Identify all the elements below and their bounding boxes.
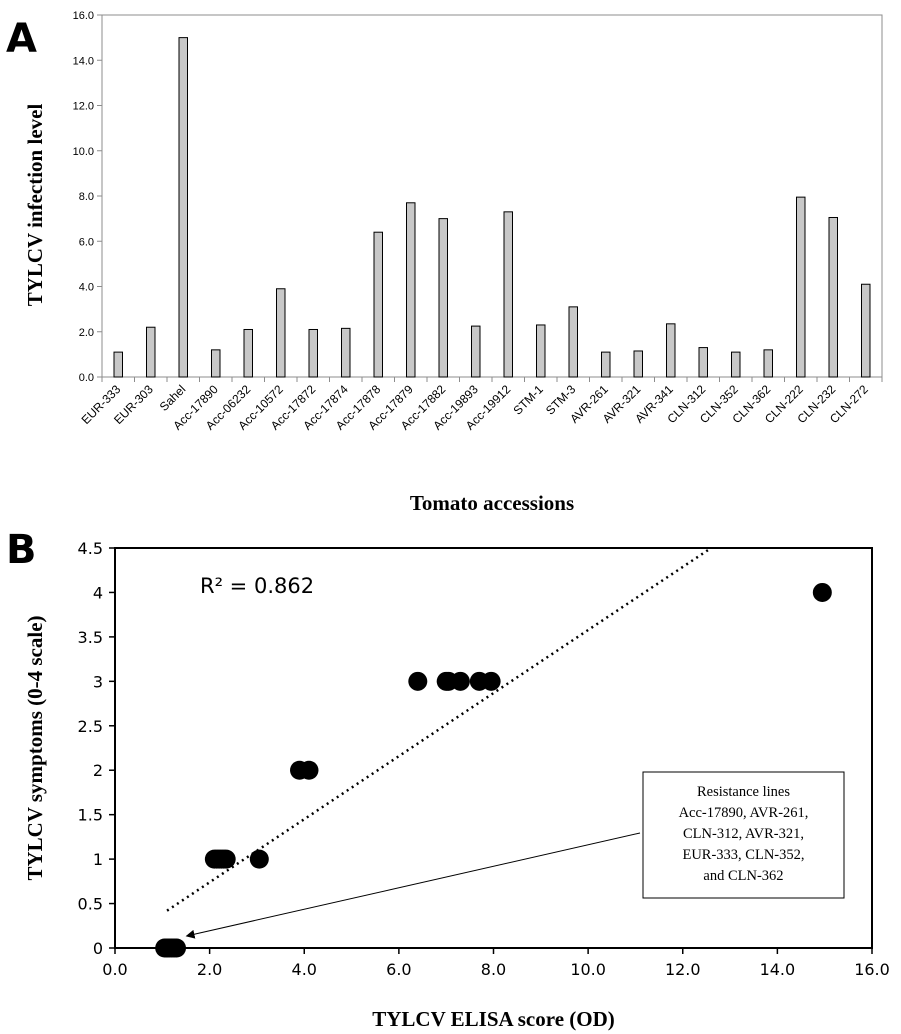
callout-arrow xyxy=(185,832,641,939)
data-point xyxy=(450,671,470,691)
bar xyxy=(146,326,156,378)
y-tick-label-b: 0 xyxy=(93,939,103,958)
y-tick-label-b: 3.5 xyxy=(78,628,103,647)
data-point xyxy=(481,671,501,691)
trendline xyxy=(166,546,712,912)
bar xyxy=(113,351,123,378)
bar xyxy=(406,202,416,378)
y-tick-label-a: 2.0 xyxy=(79,327,94,339)
bar xyxy=(568,306,578,378)
callout-line: EUR-333, CLN-352, xyxy=(682,847,804,863)
x-tick-label-b: 8.0 xyxy=(481,960,506,979)
y-tick-label-a: 10.0 xyxy=(73,146,94,158)
bar xyxy=(731,351,741,378)
y-axis-title-a: TYLCV infection level xyxy=(23,104,47,307)
y-tick-label-b: 3 xyxy=(93,672,103,691)
bar xyxy=(471,325,481,378)
y-tick-label-b: 2 xyxy=(93,761,103,780)
x-tick-label-b: 14.0 xyxy=(760,960,796,979)
y-tick-label-a: 8.0 xyxy=(79,191,94,203)
panel-label-b: B xyxy=(6,527,37,573)
x-tick-label-b: 0.0 xyxy=(102,960,127,979)
y-tick-label-a: 16.0 xyxy=(73,10,94,22)
x-tick-label-b: 4.0 xyxy=(292,960,317,979)
y-tick-label-a: 6.0 xyxy=(79,236,94,248)
scatter-chart-panel-b: 0 0.5 1 1.5 2 2.5 3 3.5 4 4.5 0.0 2.0 4.0 6.0 8.0 10.0 1… xyxy=(23,539,890,1031)
x-axis-title-a: Tomato accessions xyxy=(410,491,574,515)
x-tick-label-b: 12.0 xyxy=(665,960,701,979)
data-point xyxy=(157,938,177,958)
bar xyxy=(503,211,513,378)
category-label: STM-1 xyxy=(511,382,547,418)
bar xyxy=(536,324,546,378)
data-point xyxy=(408,671,428,691)
y-tick-label-a: 4.0 xyxy=(79,282,94,294)
callout-line: and CLN-362 xyxy=(703,868,783,884)
bar xyxy=(601,351,611,378)
y-tick-label-b: 2.5 xyxy=(78,717,103,736)
y-tick-label-b: 4.5 xyxy=(78,539,103,558)
y-tick-label-a: 12.0 xyxy=(73,101,94,113)
bar xyxy=(861,283,871,378)
callout-line: CLN-312, AVR-321, xyxy=(683,826,804,842)
data-point xyxy=(812,582,832,602)
y-tick-label-b: 4 xyxy=(93,583,103,602)
x-axis-title-b: TYLCV ELISA score (OD) xyxy=(372,1007,615,1031)
bar xyxy=(373,231,383,378)
bar xyxy=(763,349,773,378)
y-tick-label-b: 1 xyxy=(93,850,103,869)
y-tick-label-a: 14.0 xyxy=(73,55,94,67)
r-squared-label: R² = 0.862 xyxy=(200,574,314,598)
x-tick-label-b: 16.0 xyxy=(854,960,890,979)
bar xyxy=(308,328,318,378)
panel-label-a: A xyxy=(6,16,37,62)
bar xyxy=(211,349,221,378)
y-tick-label-b: 1.5 xyxy=(78,806,103,825)
y-tick-label-a: 0.0 xyxy=(79,372,94,384)
callout-line: Acc-17890, AVR-261, xyxy=(679,805,809,821)
bar xyxy=(178,37,188,378)
callout-line: Resistance lines xyxy=(697,784,790,800)
bar xyxy=(828,216,838,378)
bar xyxy=(243,328,253,378)
bar xyxy=(438,218,448,378)
bar xyxy=(341,327,351,378)
bar xyxy=(633,350,643,378)
bar xyxy=(276,288,286,378)
bar-chart-panel-a: 0.02.04.06.08.010.012.014.016.0EUR-333EU… xyxy=(23,10,883,515)
plot-area-a xyxy=(101,14,883,378)
y-tick-label-b: 0.5 xyxy=(78,895,103,914)
bar xyxy=(666,323,676,378)
y-axis-title-b: TYLCV symptoms (0-4 scale) xyxy=(23,615,47,880)
data-point xyxy=(249,849,269,869)
data-point xyxy=(299,760,319,780)
data-point xyxy=(216,849,236,869)
bar xyxy=(698,347,708,378)
bar xyxy=(796,196,806,378)
x-tick-label-b: 6.0 xyxy=(386,960,411,979)
callout-box xyxy=(642,771,845,899)
x-tick-label-b: 2.0 xyxy=(197,960,222,979)
x-tick-label-b: 10.0 xyxy=(570,960,606,979)
